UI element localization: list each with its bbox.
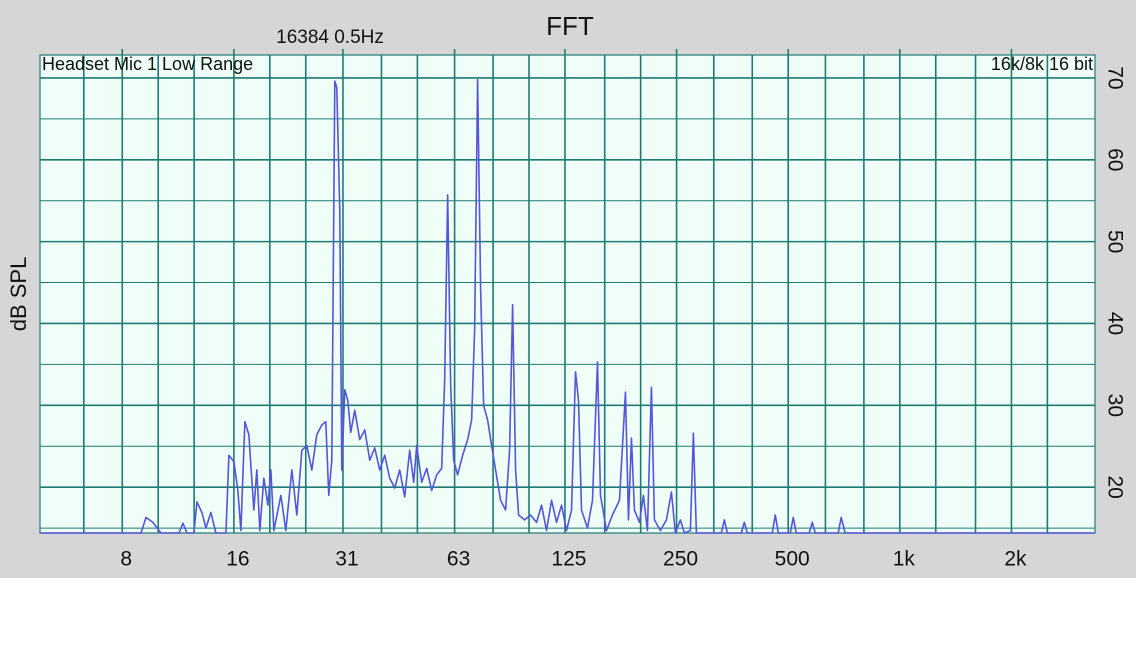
x-tick-label: 500 [775,548,810,571]
y-tick-label: 60 [1103,148,1126,171]
annotation: Headset Mic 1 Low Range [42,54,253,74]
spectrum-line [40,78,1095,534]
y-tick-label: 50 [1103,230,1126,253]
x-tick-label: 125 [551,548,586,571]
marks [40,78,1095,534]
y-tick-label: 40 [1103,312,1126,335]
y-tick-label: 20 [1103,475,1126,498]
chart-subtitle: 16384 0.5Hz [276,27,384,48]
x-tick-label: 250 [663,548,698,571]
x-tick-label: 2k [1004,548,1027,571]
y-axis-label: dB SPL [6,257,31,332]
chart-title: FFT [546,11,594,41]
x-tick-label: 8 [120,548,132,571]
grid [39,49,1096,534]
plot-area [40,55,1095,533]
x-tick-label: 31 [335,548,358,571]
x-tick-label: 63 [447,548,470,571]
x-tick-label: 1k [893,548,916,571]
annotation: 16k/8k 16 bit [991,54,1093,74]
plot-frame [39,54,1096,534]
y-tick-label: 70 [1103,66,1126,89]
x-tick-label: 16 [226,548,249,571]
y-tick-label: 30 [1103,394,1126,417]
